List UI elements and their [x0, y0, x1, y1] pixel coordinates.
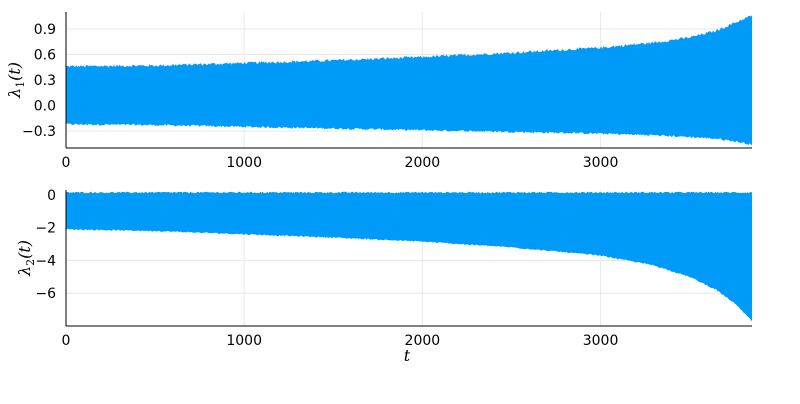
x-tick-label: 3000: [583, 155, 619, 171]
y-tick-label: −0.3: [22, 124, 56, 140]
x-tick-label: 3000: [583, 333, 619, 349]
chart-panel-2: 0 1000 2000 3000 0 −2 −4 −6 λ2(t) t: [15, 188, 752, 365]
y-tick-label: 0.0: [34, 99, 56, 115]
y-axis-label: λ2(t): [15, 240, 37, 277]
y-tick-label: 0.9: [34, 22, 56, 38]
y-tick-label: −6: [35, 286, 56, 302]
series-band: [66, 191, 752, 322]
x-tick-label: 2000: [405, 333, 441, 349]
x-tick-label: 2000: [405, 155, 441, 171]
x-tick-label: 0: [62, 155, 71, 171]
y-tick-label: 0: [47, 188, 56, 204]
y-tick-label: −4: [35, 253, 56, 269]
y-tick-label: −2: [35, 221, 56, 237]
y-tick-label: 0.3: [34, 73, 56, 89]
x-tick-label: 0: [62, 333, 71, 349]
series-band: [66, 15, 752, 146]
y-axis-label: λ1(t): [5, 62, 27, 99]
chart-panel-1: 0 1000 2000 3000 0.9 0.6 0.3 0.0 −0.3 λ1(t): [5, 12, 752, 171]
x-axis-label: t: [404, 346, 411, 365]
x-tick-label: 1000: [226, 155, 262, 171]
y-tick-label: 0.6: [34, 48, 56, 64]
x-tick-label: 1000: [226, 333, 262, 349]
